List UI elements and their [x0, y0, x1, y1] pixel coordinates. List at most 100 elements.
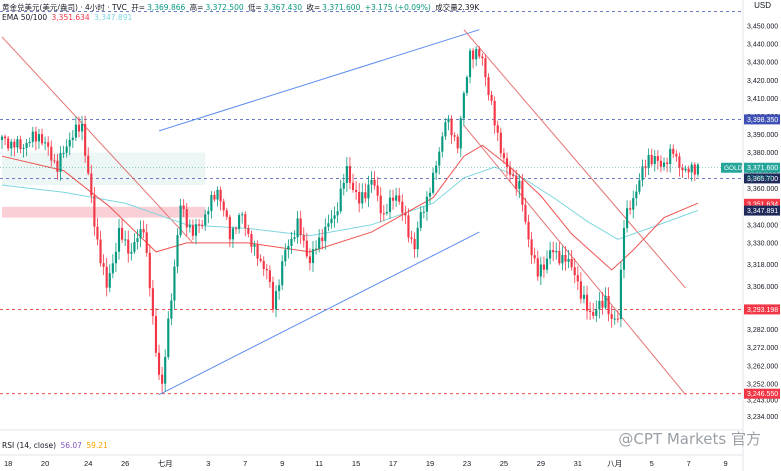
candle-body	[619, 269, 622, 320]
candle-body	[413, 238, 416, 250]
candle-body	[564, 254, 567, 262]
x-tick-label: 9	[280, 459, 284, 468]
candle-body	[299, 218, 302, 235]
candle-body	[265, 268, 268, 271]
candle-body	[65, 146, 68, 153]
x-tick-label: 18	[4, 459, 12, 468]
candle-body	[142, 229, 145, 233]
candle-body	[238, 215, 241, 230]
candle-body	[348, 165, 352, 183]
candle-body	[234, 228, 238, 230]
candle-body	[170, 300, 173, 319]
candle-body	[164, 356, 167, 384]
x-tick-label: 11	[315, 459, 323, 468]
candle-body	[268, 270, 271, 282]
ema-label: EMA 50/100	[2, 13, 48, 22]
x-tick-label: 5	[650, 459, 654, 468]
x-tick-label: 9	[724, 459, 728, 468]
symbol-tag-bg	[721, 162, 742, 173]
candle-body	[675, 153, 678, 157]
candle-body	[465, 77, 469, 94]
down-channel-line	[463, 29, 686, 289]
level-price-tag: 3,347.891	[747, 208, 778, 215]
candle-body	[321, 237, 324, 242]
x-tick-label: 31	[574, 459, 582, 468]
candle-body	[435, 165, 438, 173]
level-price-tag-bg	[744, 205, 780, 216]
close-value: 3,371.600	[322, 3, 361, 12]
candle-body	[416, 227, 419, 250]
x-tick-label: 7	[243, 459, 247, 468]
candle-body	[296, 218, 299, 238]
candle-body	[241, 214, 244, 216]
candle-body	[555, 250, 558, 253]
candle-body	[638, 180, 641, 192]
candle-body	[653, 156, 656, 165]
candle-body	[379, 195, 382, 214]
candle-body	[336, 211, 339, 216]
candle-body	[333, 215, 336, 219]
candle-body	[681, 167, 684, 171]
open-value: 3,369.866	[147, 3, 186, 12]
candle-body	[432, 172, 435, 193]
up-channel-line	[158, 231, 480, 396]
candle-body	[59, 153, 62, 172]
x-tick-label: 七月	[158, 459, 173, 468]
candle-body	[311, 249, 315, 263]
candle-body	[404, 212, 407, 216]
candle-body	[478, 48, 481, 57]
candle-body	[536, 258, 539, 277]
candle-body	[117, 227, 121, 252]
level-price-tag: 3,365.700	[747, 176, 778, 183]
level-price-tag-bg	[744, 114, 780, 125]
candle-body	[111, 263, 114, 274]
candle-body	[228, 216, 231, 240]
candle-body	[552, 250, 555, 253]
candle-body	[456, 136, 459, 149]
candle-body	[678, 156, 681, 168]
candle-body	[324, 226, 327, 242]
rsi-value-2: 59.21	[86, 441, 108, 450]
candle-body	[99, 239, 102, 264]
candle-body	[625, 208, 629, 229]
up-channel-line	[158, 29, 480, 132]
candle-body	[124, 239, 127, 241]
candle-body	[391, 197, 395, 201]
candle-body	[635, 191, 638, 199]
x-tick-label: 24	[84, 459, 92, 468]
change-value: +3.175 (+0.09%)	[364, 3, 431, 12]
low-value: 3,367.430	[263, 3, 302, 12]
candle-body	[87, 155, 90, 174]
candle-body	[191, 225, 194, 236]
candle-body	[7, 138, 10, 149]
candle-body	[13, 141, 16, 148]
candle-body	[444, 122, 447, 137]
candle-body	[167, 318, 170, 357]
candle-body	[573, 267, 576, 276]
candle-body	[364, 192, 367, 199]
candle-body	[259, 258, 262, 261]
candle-body	[502, 153, 505, 159]
candle-body	[441, 136, 444, 152]
level-price-tag-bg	[744, 198, 780, 209]
level-price-tag: 3,398.350	[747, 117, 778, 124]
candle-body	[468, 50, 472, 78]
candle-body	[28, 141, 31, 144]
rsi-label: RSI (14, close)	[2, 441, 57, 450]
currency-label: USD	[754, 1, 771, 10]
rsi-value-1: 56.07	[60, 441, 82, 450]
candle-body	[145, 232, 148, 253]
candle-body	[453, 135, 456, 137]
candle-body	[44, 142, 47, 144]
level-price-tag-bg	[744, 173, 780, 184]
candle-body	[108, 273, 111, 288]
y-tick-label: 3,243.000	[747, 398, 778, 405]
candle-body	[505, 158, 509, 167]
candle-body	[669, 148, 672, 165]
candle-body	[558, 250, 561, 264]
ema-value-b: 3,347.891	[94, 13, 133, 22]
y-tick-label: 3,440.000	[747, 42, 778, 49]
y-tick-label: 3,234.000	[747, 414, 778, 421]
candle-body	[484, 58, 487, 78]
